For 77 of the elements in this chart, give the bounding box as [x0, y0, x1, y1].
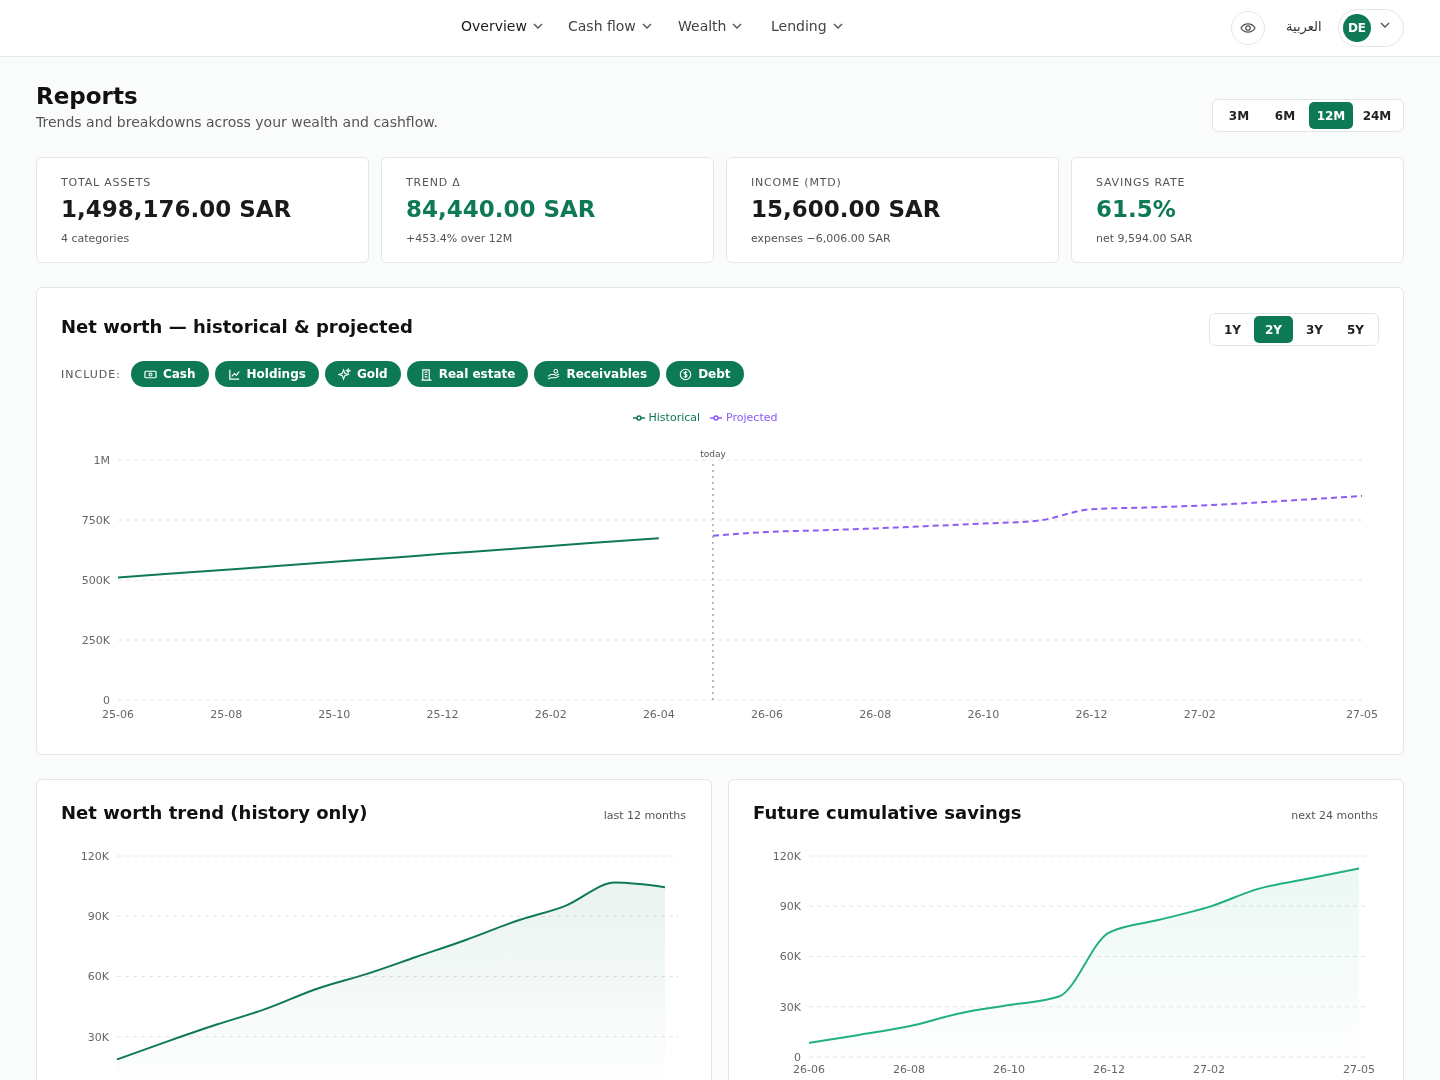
text: 5Y	[1345, 321, 1365, 339]
text: Real estate	[406, 361, 529, 387]
text: Receivables	[534, 361, 661, 387]
text: Cash flow	[568, 18, 637, 34]
y-tick-label: 90K	[87, 910, 110, 924]
x-tick-label: 26-02	[534, 707, 567, 721]
text: 3Y	[1304, 321, 1324, 339]
x-tick-label: 26-08	[893, 1062, 925, 1076]
text: 6M	[1273, 107, 1297, 125]
chart-title: Net worth trend (history only)	[61, 802, 368, 823]
text: Reports	[36, 83, 138, 109]
text: Cash	[130, 361, 209, 387]
text: expenses −6,006.00 SAR	[751, 232, 891, 245]
legend-label: Historical	[648, 411, 701, 424]
y-tick-label: 0	[103, 693, 110, 707]
text: INCOME (MTD)	[751, 176, 842, 189]
y-tick-label: 30K	[779, 1000, 802, 1014]
text: 1,498,176.00 SAR	[61, 196, 292, 222]
chart-title: Net worth — historical & projected	[61, 316, 413, 337]
y-tick-label: 500K	[81, 573, 111, 587]
x-tick-label: 25-08	[210, 707, 243, 721]
x-tick-label: 26-10	[993, 1062, 1025, 1076]
x-tick-label: 25-12	[426, 707, 459, 721]
x-tick-label: 25-10	[318, 707, 351, 721]
text: 15,600.00 SAR	[751, 196, 941, 222]
y-tick-label: 120K	[80, 849, 110, 863]
text: DE	[1343, 14, 1371, 42]
text: Overview	[461, 18, 528, 34]
text: Gold	[324, 361, 401, 387]
text: العربية	[1286, 19, 1322, 34]
x-tick-label: 27-02	[1183, 707, 1216, 721]
line-series	[711, 495, 1362, 537]
text: 84,440.00 SAR	[406, 196, 596, 222]
y-tick-label: 750K	[81, 513, 111, 527]
x-tick-label: 26-06	[751, 707, 784, 721]
y-tick-label: 90K	[779, 900, 802, 914]
text: Holdings	[214, 361, 319, 387]
y-tick-label: 120K	[772, 849, 802, 863]
text: last 12 months	[603, 809, 686, 822]
x-tick-label: 26-08	[859, 707, 892, 721]
text: Debt	[666, 361, 744, 387]
text: SAVINGS RATE	[1096, 176, 1186, 189]
text: 12M	[1309, 102, 1353, 129]
text: 24M	[1361, 107, 1393, 125]
x-tick-label: 26-12	[1093, 1062, 1125, 1076]
x-tick-label: 26-12	[1075, 707, 1108, 721]
text: 2Y	[1254, 316, 1293, 343]
x-tick-label: 27-02	[1193, 1062, 1225, 1076]
text: 1Y	[1222, 321, 1242, 339]
y-tick-label: 0	[794, 1050, 801, 1064]
text: TREND Δ	[406, 176, 461, 189]
x-tick-label: 25-06	[102, 707, 134, 721]
text: today	[700, 449, 727, 459]
y-tick-label: 1M	[93, 453, 110, 467]
y-tick-label: 60K	[779, 950, 802, 964]
text: TOTAL ASSETS	[61, 176, 152, 189]
x-tick-label: 26-06	[793, 1062, 825, 1076]
text: +453.4% over 12M	[406, 232, 513, 245]
text: INCLUDE:	[61, 367, 121, 381]
text: Trends and breakdowns across your wealth and cashflow.	[36, 114, 438, 130]
y-tick-label: 250K	[81, 633, 111, 647]
text: 4 categories	[61, 232, 130, 245]
x-tick-label: 26-04	[642, 707, 675, 721]
y-tick-label: 30K	[87, 1030, 110, 1044]
y-tick-label: 60K	[87, 970, 110, 984]
text: 61.5%	[1096, 196, 1176, 222]
legend-label: Projected	[726, 411, 778, 424]
x-tick-label: 27-05	[1343, 1062, 1375, 1076]
line-series	[118, 537, 660, 579]
text: next 24 months	[1291, 809, 1378, 822]
x-tick-label: 26-10	[967, 707, 1000, 721]
text: Lending	[771, 18, 828, 34]
x-tick-label: 27-05	[1346, 707, 1378, 721]
chart-title: Future cumulative savings	[753, 802, 1022, 823]
text: 3M	[1227, 107, 1251, 125]
text: Wealth	[678, 18, 728, 34]
text: net 9,594.00 SAR	[1096, 232, 1193, 245]
